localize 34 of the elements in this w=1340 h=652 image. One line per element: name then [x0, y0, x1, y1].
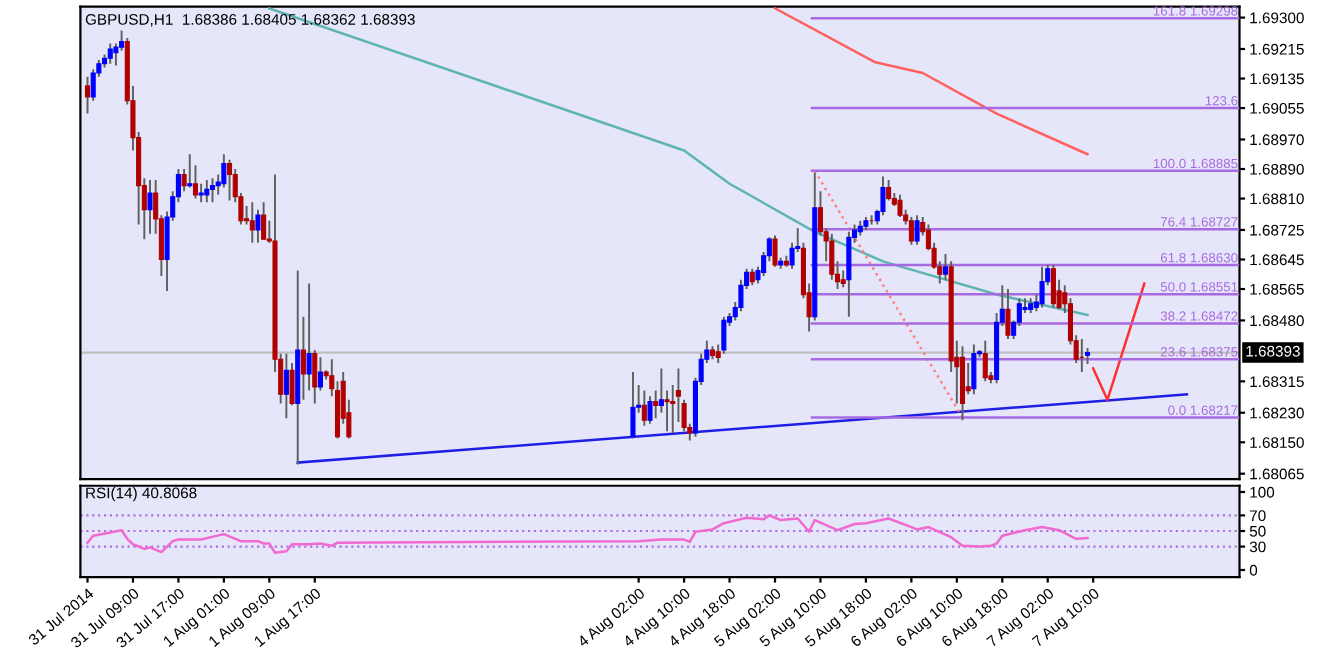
candlestick [107, 42, 113, 65]
candlestick [829, 232, 835, 281]
line-series [86, 514, 1089, 555]
candlestick [721, 315, 727, 355]
candlestick [306, 282, 312, 392]
candlestick [880, 175, 886, 217]
candlestick [647, 395, 653, 425]
candlestick [1050, 264, 1056, 309]
candlestick [641, 389, 647, 427]
candlestick [914, 214, 920, 246]
candlestick [664, 389, 670, 433]
candlestick [1005, 288, 1011, 340]
candlestick [1039, 265, 1045, 309]
candlestick [204, 179, 210, 204]
candlestick [249, 201, 255, 244]
candlestick [84, 75, 91, 115]
candlestick [630, 371, 636, 440]
candlestick [147, 179, 153, 235]
candlestick [283, 352, 289, 420]
candlestick [255, 208, 261, 244]
candlestick [886, 179, 892, 202]
candlestick [971, 343, 977, 396]
candlestick [982, 339, 988, 383]
candlestick [209, 177, 216, 204]
line-series [773, 7, 1089, 156]
candlestick [959, 345, 966, 422]
candlestick [261, 201, 267, 241]
candlestick [897, 193, 903, 218]
candlestick [942, 252, 949, 281]
candlestick [846, 230, 852, 318]
candlestick [227, 158, 233, 202]
candlestick [772, 234, 778, 268]
candlestick [198, 182, 204, 204]
candlestick [908, 216, 914, 246]
